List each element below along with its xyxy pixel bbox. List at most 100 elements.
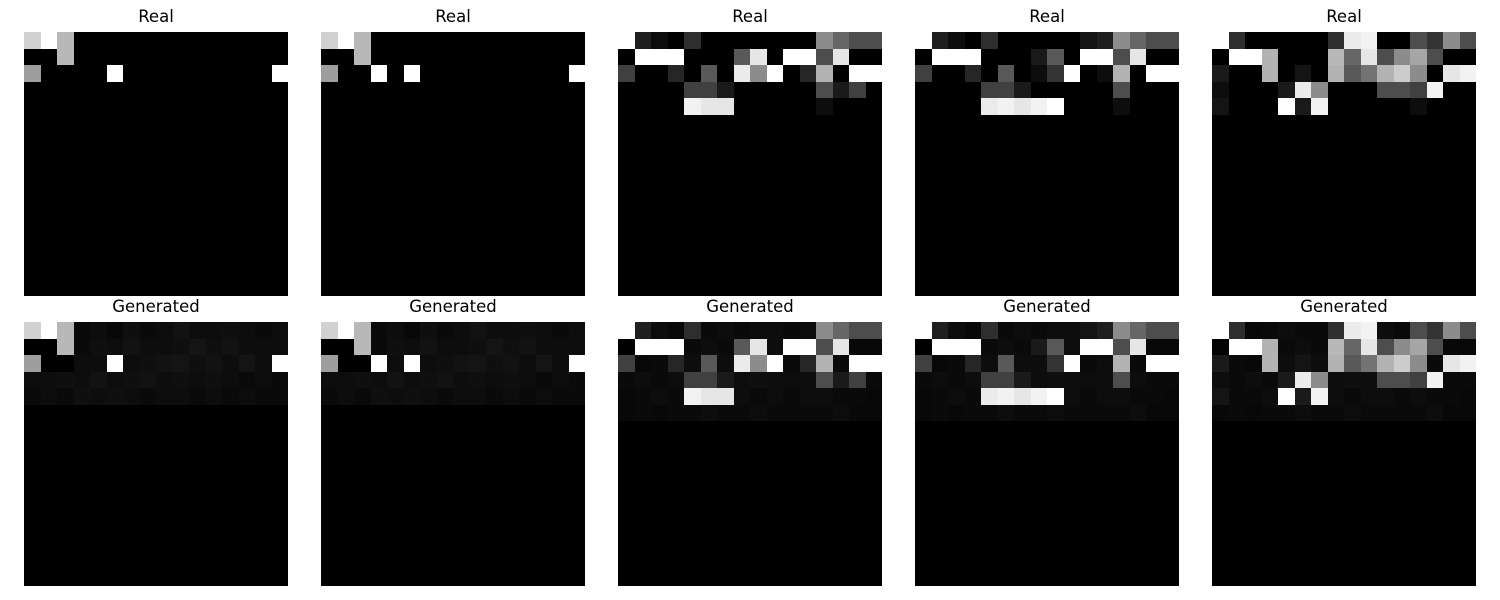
pixel-cell: [717, 454, 734, 471]
pixel-cell: [40, 553, 57, 570]
pixel-cell: [700, 437, 717, 454]
pixel-cell: [964, 180, 981, 197]
pixel-cell: [651, 246, 668, 263]
pixel-cell: [403, 536, 420, 553]
pixel-cell: [634, 213, 651, 230]
pixel-cell: [717, 230, 734, 247]
pixel-cell: [1410, 131, 1427, 148]
pixel-cell: [667, 338, 684, 355]
pixel-cell: [222, 32, 239, 49]
pixel-cell: [106, 437, 123, 454]
pixel-cell: [1014, 437, 1031, 454]
pixel-cell: [766, 536, 783, 553]
pixel-cell: [370, 180, 387, 197]
pixel-cell: [733, 114, 750, 131]
pixel-cell: [354, 371, 371, 388]
pixel-cell: [387, 147, 404, 164]
pixel-cell: [634, 180, 651, 197]
pixel-cell: [420, 322, 437, 339]
pixel-cell: [816, 487, 833, 504]
pixel-cell: [106, 98, 123, 115]
pixel-cell: [1261, 553, 1278, 570]
pixel-cell: [915, 338, 932, 355]
pixel-cell: [238, 164, 255, 181]
generated-panel-2: Generated: [321, 290, 585, 586]
pixel-cell: [766, 553, 783, 570]
pixel-cell: [552, 213, 569, 230]
pixel-cell: [1129, 520, 1146, 537]
pixel-cell: [123, 246, 140, 263]
pixel-cell: [90, 322, 107, 339]
pixel-cell: [667, 520, 684, 537]
pixel-cell: [915, 213, 932, 230]
pixel-cell: [981, 213, 998, 230]
pixel-cell: [1113, 470, 1130, 487]
pixel-cell: [1377, 371, 1394, 388]
pixel-cell: [1377, 421, 1394, 438]
pixel-cell: [271, 230, 288, 247]
pixel-cell: [403, 553, 420, 570]
pixel-cell: [1278, 197, 1295, 214]
pixel-cell: [1278, 322, 1295, 339]
pixel-cell: [964, 114, 981, 131]
pixel-cell: [387, 164, 404, 181]
pixel-cell: [750, 454, 767, 471]
pixel-cell: [519, 421, 536, 438]
pixel-cell: [1063, 338, 1080, 355]
pixel-cell: [271, 536, 288, 553]
pixel-cell: [832, 197, 849, 214]
pixel-cell: [1443, 263, 1460, 280]
pixel-cell: [832, 536, 849, 553]
pixel-cell: [1360, 213, 1377, 230]
pixel-cell: [750, 213, 767, 230]
pixel-cell: [997, 338, 1014, 355]
pixel-cell: [1278, 263, 1295, 280]
pixel-cell: [816, 355, 833, 372]
pixel-cell: [403, 487, 420, 504]
pixel-cell: [90, 371, 107, 388]
pixel-cell: [783, 180, 800, 197]
pixel-cell: [321, 520, 338, 537]
pixel-cell: [189, 65, 206, 82]
pixel-cell: [733, 230, 750, 247]
pixel-cell: [1377, 246, 1394, 263]
pixel-cell: [1228, 421, 1245, 438]
pixel-cell: [981, 147, 998, 164]
pixel-cell: [684, 338, 701, 355]
pixel-cell: [997, 553, 1014, 570]
pixel-cell: [849, 322, 866, 339]
pixel-cell: [816, 454, 833, 471]
pixel-cell: [1278, 503, 1295, 520]
pixel-cell: [1113, 81, 1130, 98]
pixel-cell: [865, 569, 882, 586]
pixel-cell: [1459, 32, 1476, 49]
pixel-cell: [1393, 246, 1410, 263]
pixel-cell: [832, 388, 849, 405]
pixel-cell: [915, 263, 932, 280]
pixel-cell: [205, 503, 222, 520]
pixel-cell: [1080, 388, 1097, 405]
pixel-cell: [915, 131, 932, 148]
pixel-cell: [90, 197, 107, 214]
pixel-cell: [1294, 520, 1311, 537]
pixel-cell: [123, 98, 140, 115]
pixel-cell: [370, 338, 387, 355]
pixel-cell: [90, 388, 107, 405]
pixel-cell: [783, 388, 800, 405]
pixel-cell: [453, 454, 470, 471]
pixel-cell: [189, 503, 206, 520]
pixel-cell: [1311, 180, 1328, 197]
pixel-cell: [354, 437, 371, 454]
pixel-cell: [387, 404, 404, 421]
pixel-cell: [1162, 164, 1179, 181]
pixel-cell: [651, 81, 668, 98]
pixel-cell: [106, 114, 123, 131]
pixel-cell: [1129, 388, 1146, 405]
pixel-cell: [634, 437, 651, 454]
pixel-cell: [1146, 553, 1163, 570]
pixel-cell: [865, 263, 882, 280]
pixel-cell: [915, 279, 932, 296]
pixel-cell: [684, 65, 701, 82]
pixel-cell: [403, 32, 420, 49]
pixel-cell: [1014, 230, 1031, 247]
